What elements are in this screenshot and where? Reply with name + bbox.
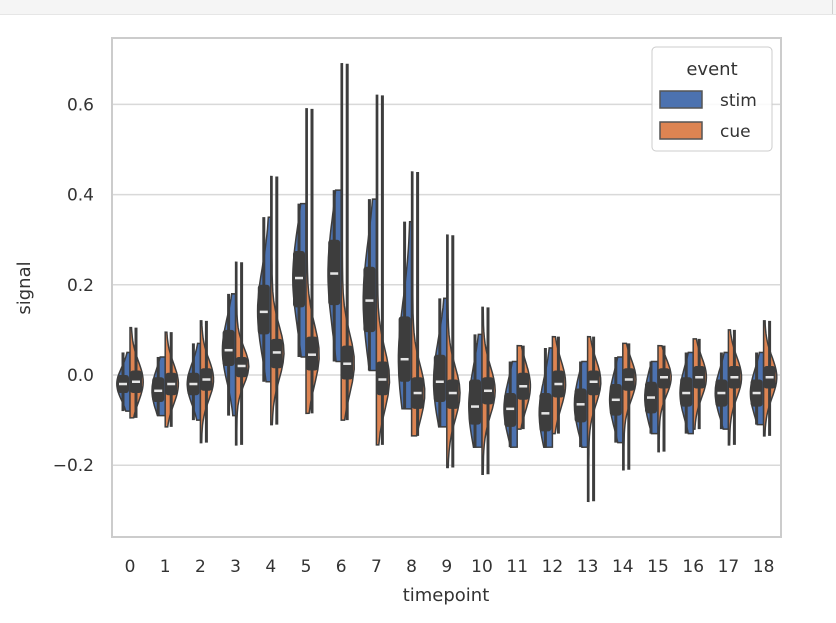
x-tick-label: 5 xyxy=(301,557,312,577)
violin-group xyxy=(116,326,144,419)
violin-group xyxy=(151,331,180,428)
violin-plots xyxy=(116,63,778,503)
violin-group xyxy=(644,344,672,453)
violin-group xyxy=(362,94,391,446)
legend: event stim cue xyxy=(651,46,773,152)
violin-group xyxy=(679,338,708,435)
x-tick-label: 11 xyxy=(506,557,528,577)
y-axis-ticks: −0.2 0.0 0.2 0.4 0.6 xyxy=(53,95,94,476)
y-tick-label: 0.4 xyxy=(67,186,94,206)
x-tick-label: 13 xyxy=(577,557,599,577)
x-tick-label: 15 xyxy=(647,557,669,577)
quartile-box xyxy=(257,284,270,335)
x-axis-ticks: 0 1 2 3 4 5 6 7 8 9 10 11 12 13 14 15 16 17 18 xyxy=(125,557,775,577)
x-tick-label: 0 xyxy=(125,557,136,577)
x-tick-label: 16 xyxy=(682,557,704,577)
y-axis-label: signal xyxy=(14,261,35,314)
violin-group xyxy=(186,320,215,444)
x-tick-label: 14 xyxy=(612,557,634,577)
violin-group xyxy=(468,306,496,475)
violin-group xyxy=(749,320,778,437)
quartile-box xyxy=(433,354,446,403)
legend-title: event xyxy=(686,59,737,80)
x-tick-label: 3 xyxy=(230,557,241,577)
violin-half-cue xyxy=(410,171,426,437)
violin-group xyxy=(432,234,461,469)
legend-label-stim: stim xyxy=(720,91,757,111)
scrollbar-edge xyxy=(832,0,833,14)
quartile-box xyxy=(469,379,481,425)
violin-half-cue xyxy=(340,63,355,421)
violin-group xyxy=(538,335,567,448)
plot-frame xyxy=(111,37,782,538)
x-tick-label: 4 xyxy=(265,557,276,577)
x-tick-label: 12 xyxy=(542,557,564,577)
violin-group xyxy=(503,344,532,448)
legend-swatch-cue xyxy=(659,121,703,140)
legend-label-cue: cue xyxy=(720,122,751,142)
legend-swatch-stim xyxy=(659,90,703,109)
x-tick-label: 1 xyxy=(160,557,171,577)
violin-group xyxy=(608,342,637,471)
x-tick-label: 9 xyxy=(441,557,452,577)
x-tick-label: 17 xyxy=(718,557,740,577)
x-tick-label: 10 xyxy=(471,557,493,577)
violin-group xyxy=(256,175,285,426)
x-tick-label: 18 xyxy=(753,557,775,577)
quartile-box xyxy=(398,316,411,382)
x-axis-label: timepoint xyxy=(403,585,490,606)
top-toolbar-strip xyxy=(0,0,836,15)
violin-group xyxy=(573,335,602,503)
x-tick-label: 8 xyxy=(406,557,417,577)
y-tick-label: 0.0 xyxy=(67,366,94,386)
y-tick-label: 0.2 xyxy=(67,276,94,296)
x-tick-label: 2 xyxy=(195,557,206,577)
violin-group xyxy=(292,108,320,415)
quartile-box xyxy=(222,329,235,366)
y-tick-label: 0.6 xyxy=(67,95,94,115)
x-tick-label: 6 xyxy=(336,557,347,577)
violin-group xyxy=(714,329,743,446)
violin-group xyxy=(397,171,426,437)
x-tick-label: 7 xyxy=(371,557,382,577)
violin-group xyxy=(221,261,250,446)
violin-group xyxy=(327,63,355,421)
y-tick-label: −0.2 xyxy=(53,456,94,476)
